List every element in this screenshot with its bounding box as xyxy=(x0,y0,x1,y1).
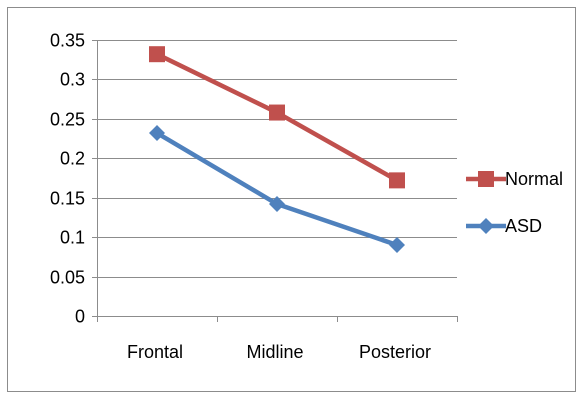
legend-entry-asd: ASD xyxy=(466,216,542,236)
legend-entry-normal: Normal xyxy=(466,169,563,189)
data-point-asd xyxy=(149,125,165,142)
y-tick-label: 0.25 xyxy=(50,110,85,130)
y-tick-labels: 0 0.05 0.1 0.15 0.2 0.25 0.3 0.35 xyxy=(50,31,85,327)
data-point-normal xyxy=(269,104,285,121)
x-tick-label: Posterior xyxy=(359,342,431,362)
x-tick-label: Midline xyxy=(246,342,303,362)
x-tick-label: Frontal xyxy=(127,342,183,362)
axes xyxy=(92,40,458,322)
y-tick-label: 0 xyxy=(75,307,85,327)
legend-label-asd: ASD xyxy=(505,216,542,236)
series-asd xyxy=(149,125,405,254)
y-tick-label: 0.3 xyxy=(60,70,85,90)
legend-label-normal: Normal xyxy=(505,169,563,189)
data-point-asd xyxy=(389,237,405,254)
legend-marker-asd xyxy=(478,218,494,234)
series-normal xyxy=(149,46,405,189)
y-tick-label: 0.2 xyxy=(60,149,85,169)
data-point-normal xyxy=(149,46,165,63)
data-point-asd xyxy=(269,196,285,213)
x-tick-labels: Frontal Midline Posterior xyxy=(127,342,431,362)
legend: Normal ASD xyxy=(466,169,563,236)
chart-border xyxy=(7,7,576,392)
y-tick-label: 0.15 xyxy=(50,189,85,209)
y-tick-label: 0.1 xyxy=(60,228,85,248)
y-tick-label: 0.05 xyxy=(50,268,85,288)
y-tick-label: 0.35 xyxy=(50,31,85,51)
series xyxy=(149,46,405,254)
legend-marker-normal xyxy=(478,171,494,187)
data-point-normal xyxy=(389,172,405,189)
